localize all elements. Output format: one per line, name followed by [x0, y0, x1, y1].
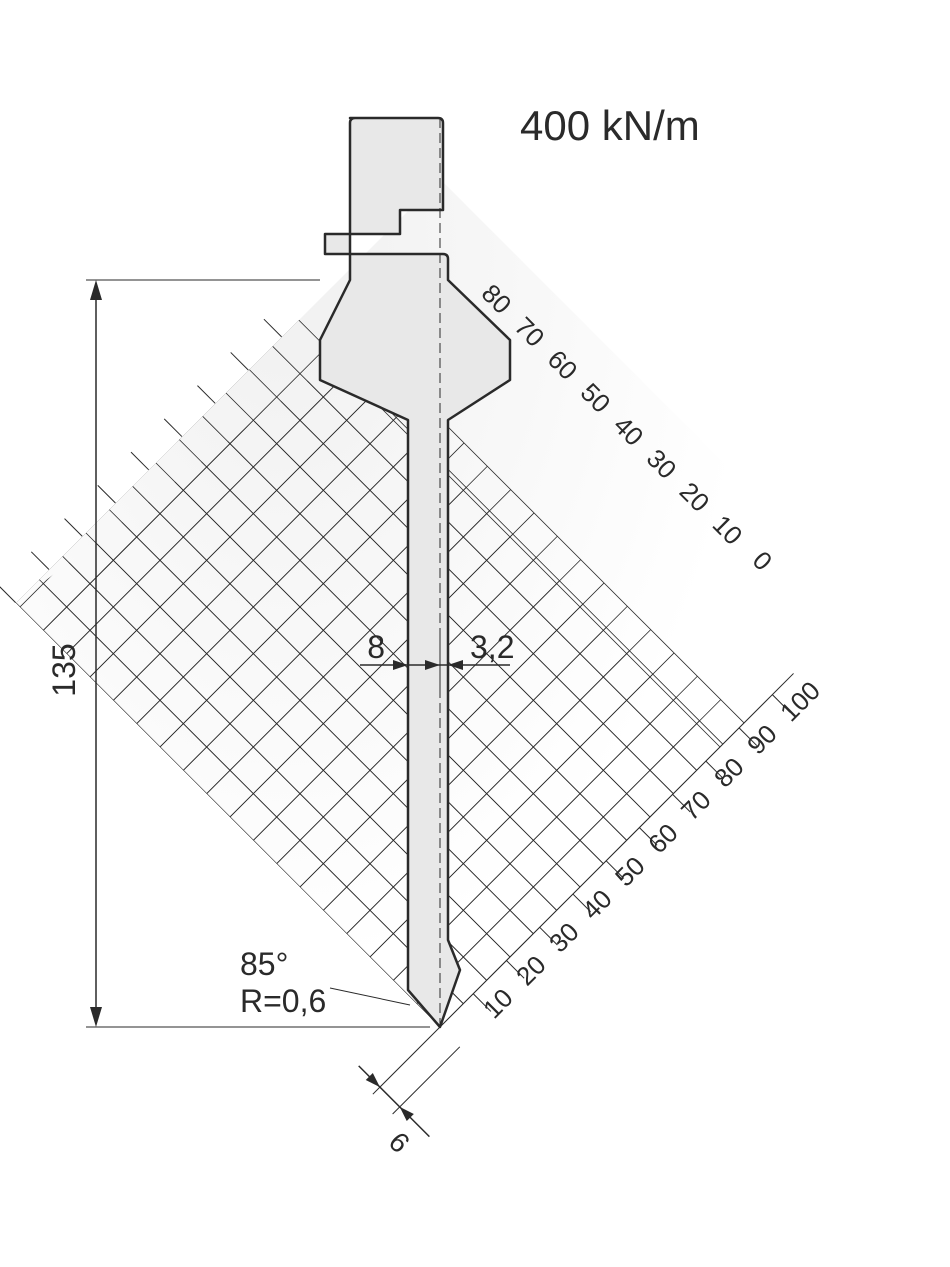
diagram-svg: 135 8 3,2 85° R=0,6 6 400 kN/m 80 70: [0, 0, 950, 1267]
svg-text:30: 30: [641, 443, 683, 485]
dim-offset2: 3,2: [470, 629, 514, 665]
tool-profile: [320, 118, 510, 1027]
svg-text:20: 20: [674, 476, 716, 518]
dim-offset1: 8: [367, 629, 385, 665]
diagram-container: 135 8 3,2 85° R=0,6 6 400 kN/m 80 70: [0, 0, 950, 1267]
svg-text:40: 40: [608, 410, 650, 452]
svg-text:70: 70: [509, 311, 551, 353]
dim-radius: R=0,6: [240, 983, 326, 1019]
dim-height-value: 135: [46, 643, 82, 696]
dim-angle: 85°: [240, 946, 288, 982]
svg-text:50: 50: [575, 377, 617, 419]
svg-text:10: 10: [707, 509, 749, 551]
svg-text:60: 60: [542, 344, 584, 386]
load-rating: 400 kN/m: [520, 102, 700, 149]
svg-text:0: 0: [747, 545, 778, 576]
